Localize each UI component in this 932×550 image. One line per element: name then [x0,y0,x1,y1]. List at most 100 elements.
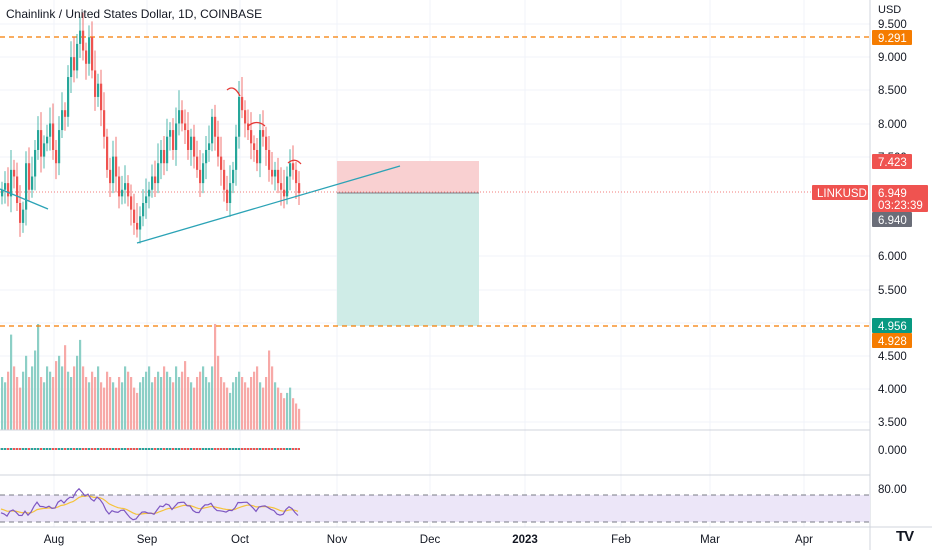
macd-histogram-bar [1,448,3,450]
volume-bar [151,382,154,430]
shoulder-arc-left[interactable] [226,87,241,97]
candle-body [49,123,52,137]
symbol-tag[interactable]: LINKUSD [812,185,868,200]
macd-pane[interactable] [0,448,300,450]
candle-body [1,189,4,197]
position-stop-zone[interactable] [337,161,479,193]
rsi-band-background [0,495,870,522]
volume-bar [187,377,190,430]
volume-bar [160,377,163,430]
candle-body [148,189,151,197]
price-axis-label: 8.500 [878,85,907,97]
candle-body [145,196,148,204]
volume-bar [247,387,250,430]
macd-histogram-bar [106,448,108,450]
macd-histogram-bar [217,448,219,450]
macd-histogram-bar [130,448,132,450]
candle-body [175,123,178,150]
position-profit-zone[interactable] [337,193,479,326]
volume-bar [178,377,181,430]
macd-histogram-bar [256,448,258,450]
candle-body [193,136,196,157]
macd-histogram-bar [133,448,135,450]
candle-body [112,156,115,184]
volume-bar [139,382,142,430]
volume-bar [82,366,85,430]
shoulder-arc-right[interactable] [287,159,302,165]
volume-bar [223,382,226,430]
candle-body [139,216,142,230]
rsi-line [0,487,299,521]
shoulder-arc-mid[interactable] [247,121,266,127]
candle-body [43,143,46,157]
time-axis-label: Apr [795,534,813,546]
volume-bar [286,392,289,430]
trendline-short[interactable] [0,188,49,210]
time-axis-label: Mar [700,534,720,546]
macd-histogram-bar [115,448,117,450]
badge-entry-text: 6.940 [878,215,907,227]
last-price-text: 6.949 [878,188,907,200]
macd-histogram-bar [49,448,51,450]
macd-histogram-bar [253,448,255,450]
macd-histogram-bar [268,448,270,450]
candle-body [157,163,160,184]
candle-body [205,149,208,164]
macd-histogram-bar [46,448,48,450]
candle-body [19,203,22,223]
volume-bar [31,366,34,430]
volume-bar [205,377,208,430]
volume-bar [49,371,52,430]
candle-body [13,169,16,177]
macd-histogram-bar [178,448,180,450]
candle-body [46,136,49,144]
volume-bar [94,377,97,430]
symbol-title[interactable]: Chainlink / United States Dollar, 1D, CO… [6,7,263,21]
time-axis[interactable]: Aug Sep Oct Nov Dec 2023 Feb Mar Apr [44,534,813,546]
rsi-pane[interactable] [0,487,870,523]
macd-axis-label: 0.000 [878,445,907,457]
short-position-tool[interactable] [337,161,479,326]
candle-body [199,169,202,184]
macd-histogram-bar [58,448,60,450]
volume-bar [133,387,136,430]
candle-body [25,163,28,210]
macd-histogram-bar [283,448,285,450]
volume-bar [1,377,4,430]
volume-layer [1,324,301,430]
drawings-layer[interactable] [0,87,401,244]
macd-histogram-bar [214,448,216,450]
candle-body [85,50,88,64]
macd-histogram-bar [112,448,114,450]
candle-body [292,163,295,170]
volume-bar [19,387,22,430]
macd-histogram-bar [151,448,153,450]
macd-histogram-bar [25,448,27,450]
tradingview-logo[interactable]: TV [896,528,914,545]
candle-body [250,130,253,144]
candle-body [115,156,118,177]
candle-body [163,149,166,164]
trendline-lower[interactable] [136,165,401,244]
candle-body [37,130,40,150]
volume-bar [271,366,274,430]
macd-histogram-bar [4,448,6,450]
candle-body [262,130,265,137]
candle-body [280,183,283,190]
macd-histogram-bar [16,448,18,450]
candle-body [151,176,154,190]
volume-bar [10,334,13,430]
macd-histogram-bar [259,448,261,450]
macd-histogram-bar [247,448,249,450]
candle-body [166,136,169,164]
candle-body [289,163,292,177]
macd-histogram-bar [265,448,267,450]
volume-bar [220,377,223,430]
countdown-text: 03:23:39 [878,200,923,212]
volume-bar [232,382,235,430]
macd-histogram-bar [19,448,21,450]
volume-bar [4,382,7,430]
candle-body [190,136,193,150]
